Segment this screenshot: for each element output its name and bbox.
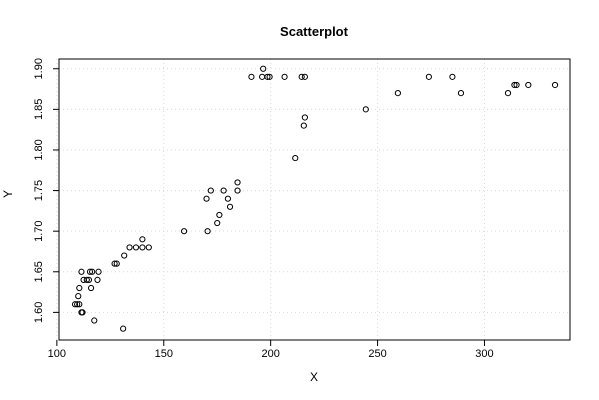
scatter-point — [260, 65, 267, 72]
scatter-point — [511, 81, 518, 89]
scatter-point — [525, 81, 532, 89]
scatter-point — [216, 211, 223, 219]
x-tick-label: 150 — [155, 348, 173, 360]
data-points — [71, 65, 559, 332]
scatter-point — [89, 268, 96, 275]
scatter-point — [111, 260, 118, 267]
x-axis: 100 150 200 250 300 — [48, 340, 494, 360]
y-axis: 1.60 1.65 1.70 1.75 1.80 1.85 1.90 — [33, 58, 59, 323]
scatter-point — [457, 90, 465, 97]
x-tick-label: 300 — [475, 348, 493, 360]
scatter-point — [120, 325, 127, 332]
scatter-point — [126, 244, 133, 251]
scatter-point — [513, 81, 520, 89]
scatter-point — [76, 301, 83, 308]
scatter-point — [121, 252, 128, 259]
scatter-point — [180, 228, 188, 235]
scatter-point — [139, 244, 146, 251]
scatter-point — [74, 301, 81, 308]
scatter-point — [394, 90, 401, 97]
y-tick-label: 1.65 — [33, 261, 45, 282]
x-axis-label: X — [310, 370, 318, 384]
y-tick-label: 1.60 — [33, 302, 45, 323]
scatter-point — [224, 195, 232, 202]
scatter-point — [204, 228, 211, 235]
x-tick-label: 200 — [261, 348, 279, 360]
scatter-point — [76, 284, 83, 292]
scatter-point — [83, 276, 90, 284]
scatter-point — [551, 81, 559, 89]
y-tick-label: 1.85 — [33, 99, 45, 120]
grid — [56, 59, 570, 340]
plot-frame — [58, 58, 571, 341]
y-axis-label: Y — [1, 190, 15, 198]
scatter-point — [220, 187, 227, 194]
x-tick-label: 250 — [368, 348, 386, 360]
scatter-point — [298, 73, 305, 80]
scatter-point — [248, 73, 255, 80]
scatter-point — [71, 301, 79, 308]
scatter-point — [139, 236, 146, 243]
scatter-point — [87, 284, 95, 292]
scatter-point — [145, 244, 152, 251]
scatter-point — [91, 317, 98, 324]
scatter-point — [78, 268, 85, 275]
scatter-point — [264, 73, 271, 80]
chart-title: Scatterplot — [280, 24, 349, 39]
scatter-point — [86, 268, 94, 275]
y-tick-label: 1.80 — [33, 139, 45, 160]
scatter-point — [85, 276, 93, 284]
scatter-point — [94, 276, 101, 284]
scatter-point — [75, 293, 82, 300]
x-tick-label: 100 — [48, 348, 66, 360]
scatter-point — [234, 187, 241, 194]
scatter-point — [234, 179, 241, 186]
scatter-point — [226, 203, 234, 210]
y-tick-label: 1.75 — [33, 180, 45, 201]
scatter-point — [504, 90, 512, 97]
scatter-point — [113, 260, 120, 267]
scatter-point — [292, 154, 299, 162]
scatter-point — [79, 309, 86, 316]
scatter-point — [266, 73, 273, 80]
scatter-point — [301, 73, 308, 80]
scatter-point — [300, 122, 307, 129]
scatter-point — [425, 73, 432, 80]
scatter-point — [259, 73, 266, 80]
y-tick-label: 1.70 — [33, 220, 45, 241]
scatter-point — [301, 114, 308, 121]
scatter-point — [362, 106, 369, 113]
scatter-point — [203, 195, 210, 202]
y-tick-label: 1.90 — [33, 58, 45, 79]
scatter-point — [132, 244, 140, 251]
scatter-point — [207, 187, 214, 194]
scatter-point — [214, 219, 221, 227]
scatter-point — [95, 268, 102, 275]
scatter-point — [449, 73, 456, 80]
scatter-point — [281, 73, 288, 80]
